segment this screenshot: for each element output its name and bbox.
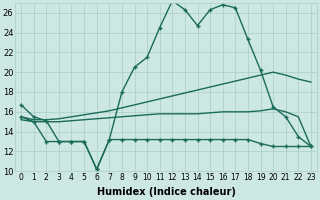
X-axis label: Humidex (Indice chaleur): Humidex (Indice chaleur): [97, 187, 236, 197]
